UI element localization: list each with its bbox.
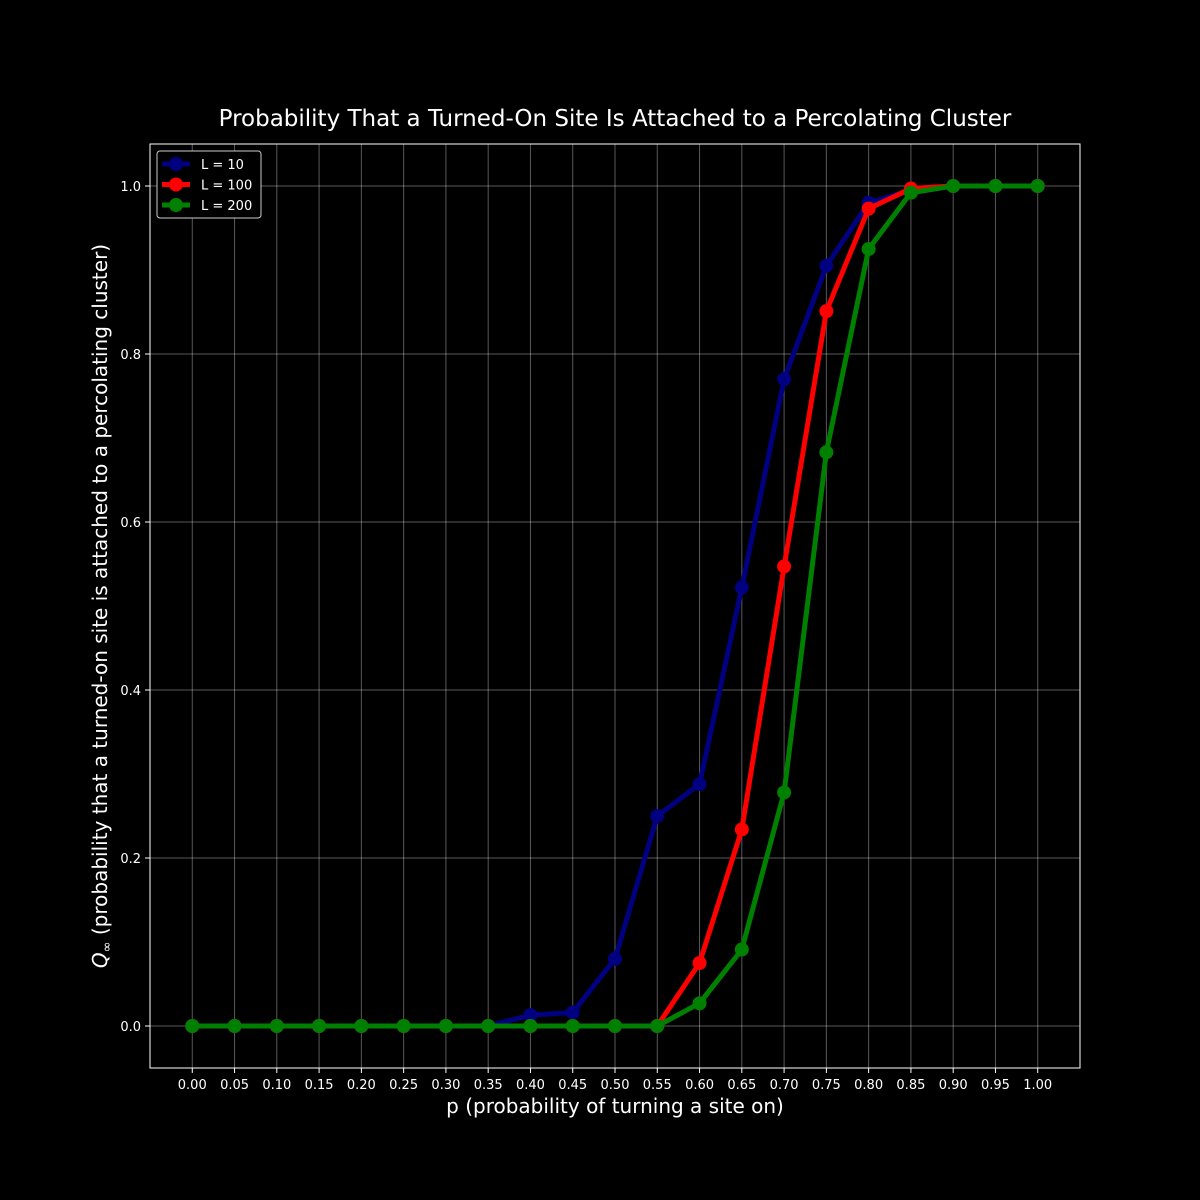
data-point-l-200 [946, 179, 961, 193]
x-tick-label: 0.60 [685, 1078, 714, 1093]
data-point-l-10 [734, 580, 749, 595]
data-point-l-200 [523, 1019, 538, 1033]
data-point-l-200 [903, 185, 918, 200]
data-point-l-200 [227, 1019, 242, 1033]
data-point-l-200 [861, 242, 876, 256]
data-point-l-200 [734, 942, 749, 957]
data-point-l-10 [608, 951, 622, 966]
y-tick-label: 0.8 [120, 348, 141, 363]
data-point-l-200 [269, 1019, 284, 1033]
x-tick-label: 0.75 [812, 1078, 841, 1093]
data-point-l-100 [777, 559, 792, 574]
data-point-l-200 [608, 1019, 622, 1033]
data-point-l-10 [777, 372, 792, 387]
x-tick-labels: 0.00 0.05 0.10 0.15 0.20 0.25 0.30 0.35 0.40 0.45… [178, 1078, 1052, 1093]
legend-label-l-100: L = 100 [201, 179, 252, 194]
y-tick-label: 1.0 [120, 180, 141, 195]
data-point-l-200 [988, 179, 1003, 193]
x-tick-label: 0.00 [178, 1078, 207, 1093]
y-axis-label-text: (probability that a turned-on site is at… [88, 244, 112, 942]
data-point-l-100 [734, 822, 749, 837]
x-tick-label: 0.50 [601, 1078, 630, 1093]
x-tick-label: 0.65 [727, 1078, 756, 1093]
y-tick-label: 0.2 [120, 852, 141, 867]
x-tick-label: 0.25 [389, 1078, 418, 1093]
chart-title: Probability That a Turned-On Site Is Att… [219, 106, 1012, 132]
legend-label-l-10: L = 10 [201, 158, 244, 173]
data-point-l-200 [185, 1019, 200, 1033]
data-point-l-200 [650, 1019, 665, 1033]
data-point-l-200 [438, 1019, 453, 1033]
data-point-l-10 [819, 258, 834, 273]
x-tick-label: 0.15 [305, 1078, 334, 1093]
x-tick-label: 0.30 [431, 1078, 460, 1093]
legend-marker-l-200 [169, 198, 183, 212]
y-tick-labels: 0.0 0.2 0.4 0.6 0.8 1.0 [120, 180, 141, 1035]
data-point-l-200 [396, 1019, 411, 1033]
data-point-l-100 [861, 201, 876, 216]
legend-box [156, 150, 262, 219]
y-tick-label: 0.6 [120, 516, 141, 531]
x-tick-label: 0.70 [770, 1078, 799, 1093]
series-layer [185, 179, 1045, 1033]
x-tick-label: 0.20 [347, 1078, 376, 1093]
data-point-l-200 [354, 1019, 369, 1033]
y-axis-label-subscript: ∞ [100, 942, 115, 953]
series-l-200 [185, 179, 1045, 1033]
axis-ticks [145, 185, 1039, 1073]
data-point-l-200 [819, 445, 834, 460]
data-point-l-10 [650, 809, 665, 823]
y-axis-label-symbol: Q [88, 952, 112, 968]
data-point-l-200 [481, 1019, 496, 1033]
data-point-l-200 [565, 1019, 580, 1033]
legend-marker-l-10 [169, 157, 183, 171]
x-tick-label: 0.80 [854, 1078, 883, 1093]
data-point-l-200 [1030, 179, 1045, 193]
legend: L = 10 L = 100 L = 200 [156, 150, 262, 219]
data-point-l-200 [312, 1019, 327, 1033]
data-point-l-10 [523, 1008, 538, 1023]
legend-label-l-200: L = 200 [201, 199, 252, 214]
x-tick-label: 0.35 [474, 1078, 503, 1093]
data-point-l-100 [692, 956, 707, 970]
x-tick-label: 0.05 [220, 1078, 249, 1093]
x-tick-label: 0.90 [939, 1078, 968, 1093]
x-tick-label: 0.10 [262, 1078, 291, 1093]
data-point-l-200 [777, 785, 792, 800]
x-tick-label: 0.45 [558, 1078, 587, 1093]
x-axis-label: p (probability of turning a site on) [446, 1094, 784, 1118]
y-tick-label: 0.4 [120, 684, 141, 699]
x-tick-label: 0.55 [643, 1078, 672, 1093]
x-tick-label: 0.40 [516, 1078, 545, 1093]
data-point-l-200 [692, 996, 707, 1011]
y-axis-label: Q∞ (probability that a turned-on site is… [88, 244, 115, 968]
legend-marker-l-100 [169, 177, 183, 192]
x-tick-label: 0.85 [896, 1078, 925, 1093]
data-point-l-10 [565, 1005, 580, 1020]
x-tick-label: 1.00 [1023, 1078, 1052, 1093]
data-point-l-100 [819, 304, 834, 319]
x-tick-label: 0.95 [981, 1078, 1010, 1093]
data-point-l-10 [692, 777, 707, 792]
y-tick-label: 0.0 [120, 1020, 141, 1035]
